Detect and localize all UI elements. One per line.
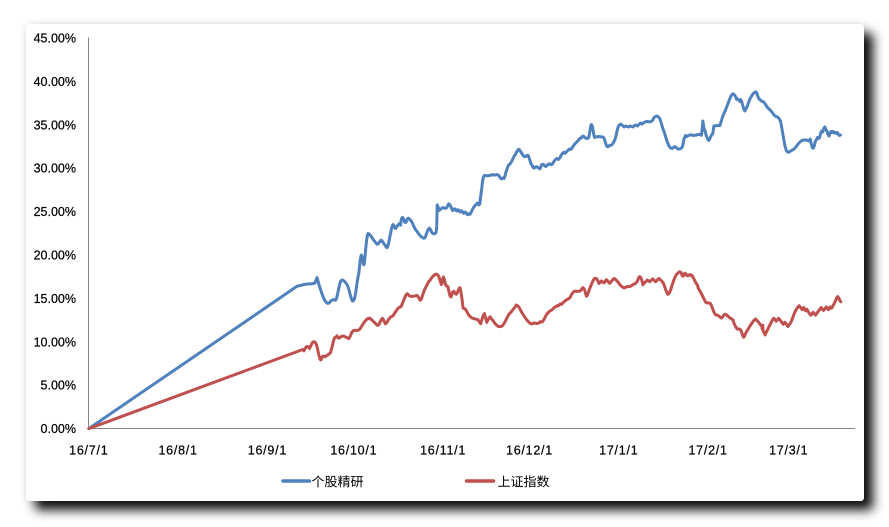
svg-text:5.00%: 5.00%	[41, 379, 76, 393]
svg-text:10.00%: 10.00%	[34, 335, 76, 349]
svg-text:15.00%: 15.00%	[34, 292, 76, 306]
svg-text:16/11/1: 16/11/1	[420, 444, 466, 458]
svg-text:30.00%: 30.00%	[34, 162, 76, 176]
svg-text:40.00%: 40.00%	[34, 75, 76, 89]
svg-text:16/12/1: 16/12/1	[506, 444, 553, 458]
svg-text:45.00%: 45.00%	[34, 32, 76, 46]
svg-text:0.00%: 0.00%	[41, 422, 76, 436]
svg-text:17/1/1: 17/1/1	[599, 444, 638, 458]
svg-text:17/3/1: 17/3/1	[769, 444, 808, 458]
svg-text:16/10/1: 16/10/1	[330, 444, 377, 458]
svg-text:17/2/1: 17/2/1	[688, 444, 727, 458]
svg-text:16/7/1: 16/7/1	[69, 444, 108, 458]
svg-text:16/9/1: 16/9/1	[248, 444, 287, 458]
svg-text:20.00%: 20.00%	[34, 249, 76, 263]
svg-text:35.00%: 35.00%	[34, 118, 76, 132]
svg-text:25.00%: 25.00%	[34, 205, 76, 219]
svg-text:16/8/1: 16/8/1	[158, 444, 197, 458]
